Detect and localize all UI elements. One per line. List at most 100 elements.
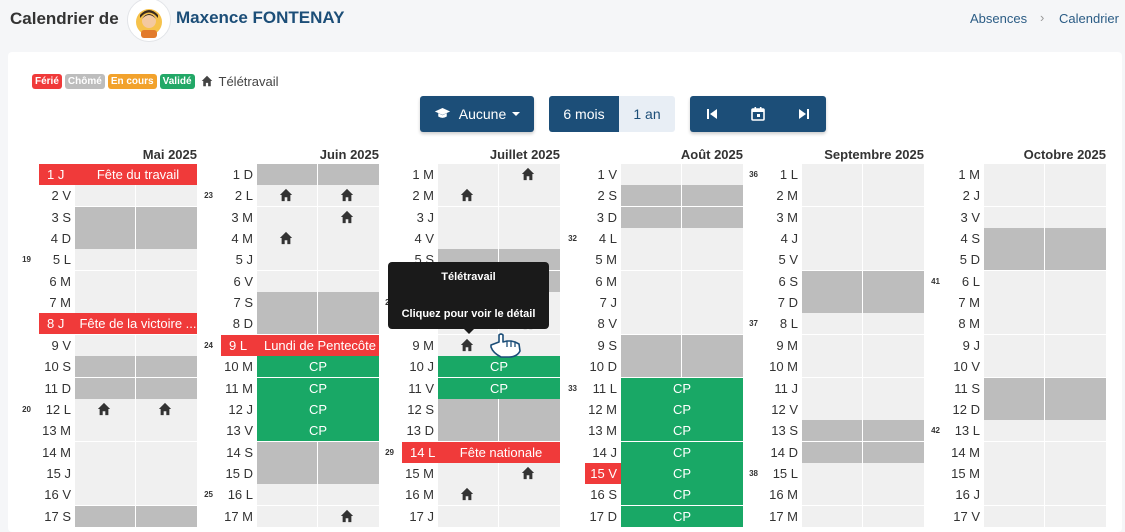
half-day-pm[interactable] xyxy=(136,292,197,313)
day-row[interactable]: 17 V xyxy=(948,506,1106,527)
half-day-am[interactable] xyxy=(984,313,1045,334)
half-day-am[interactable] xyxy=(984,249,1045,270)
half-day-pm[interactable] xyxy=(682,335,743,356)
day-row[interactable]: 9 J xyxy=(948,335,1106,356)
half-day-am[interactable] xyxy=(438,378,499,399)
day-row[interactable]: 24 9 L Lundi de Pentecôte xyxy=(204,335,379,356)
half-day-am[interactable] xyxy=(75,249,136,270)
home-icon[interactable] xyxy=(460,487,474,501)
half-day-am[interactable] xyxy=(621,249,682,270)
half-day-pm[interactable] xyxy=(1045,164,1106,185)
day-row[interactable]: 10 J CP xyxy=(402,356,560,377)
half-day-am[interactable] xyxy=(802,506,863,527)
half-day-pm[interactable] xyxy=(1045,207,1106,228)
half-day-am[interactable] xyxy=(984,164,1045,185)
day-row[interactable]: 6 S xyxy=(766,271,924,292)
half-day-am[interactable] xyxy=(802,313,863,334)
half-day-am[interactable] xyxy=(75,292,136,313)
day-row[interactable]: 3 M xyxy=(766,207,924,228)
half-day-pm[interactable] xyxy=(863,207,924,228)
half-day-pm[interactable] xyxy=(1045,335,1106,356)
half-day-pm[interactable] xyxy=(1045,292,1106,313)
half-day-am[interactable] xyxy=(257,356,318,377)
half-day-am[interactable] xyxy=(984,463,1045,484)
day-row[interactable]: 42 13 L xyxy=(931,420,1106,441)
half-day-am[interactable] xyxy=(621,442,682,463)
half-day-pm[interactable] xyxy=(136,356,197,377)
day-row[interactable]: 11 S xyxy=(948,378,1106,399)
day-row[interactable]: 5 J xyxy=(221,249,379,270)
day-row[interactable]: 7 S xyxy=(221,292,379,313)
home-icon[interactable] xyxy=(279,188,293,202)
holiday-band[interactable] xyxy=(39,164,197,185)
day-row[interactable]: 19 5 L xyxy=(22,249,197,270)
day-row[interactable]: 15 D xyxy=(221,463,379,484)
day-row[interactable]: 14 J CP xyxy=(585,442,743,463)
half-day-am[interactable] xyxy=(438,207,499,228)
half-day-pm[interactable] xyxy=(318,484,379,505)
half-day-am[interactable] xyxy=(257,442,318,463)
half-day-pm[interactable] xyxy=(318,228,379,249)
day-row[interactable]: 12 J CP xyxy=(221,399,379,420)
day-row[interactable]: 7 M xyxy=(39,292,197,313)
half-day-am[interactable] xyxy=(438,420,499,441)
first-button[interactable] xyxy=(707,109,717,119)
half-day-pm[interactable] xyxy=(136,185,197,206)
half-day-pm[interactable] xyxy=(1045,463,1106,484)
half-day-pm[interactable] xyxy=(136,484,197,505)
day-row[interactable]: 3 D xyxy=(585,207,743,228)
half-day-am[interactable] xyxy=(438,356,499,377)
half-day-pm[interactable] xyxy=(1045,442,1106,463)
half-day-pm[interactable] xyxy=(863,292,924,313)
half-day-am[interactable] xyxy=(984,484,1045,505)
day-row[interactable]: 16 J xyxy=(948,484,1106,505)
day-row[interactable]: 41 6 L xyxy=(931,271,1106,292)
half-day-am[interactable] xyxy=(802,356,863,377)
half-day-pm[interactable] xyxy=(318,313,379,334)
half-day-am[interactable] xyxy=(984,228,1045,249)
half-day-am[interactable] xyxy=(621,420,682,441)
half-day-pm[interactable] xyxy=(1045,249,1106,270)
half-day-pm[interactable] xyxy=(863,228,924,249)
half-day-pm[interactable] xyxy=(682,484,743,505)
half-day-pm[interactable] xyxy=(863,185,924,206)
day-row[interactable]: 12 V xyxy=(766,399,924,420)
day-row[interactable]: 3 S xyxy=(39,207,197,228)
breadcrumb-calendrier[interactable]: Calendrier xyxy=(1059,11,1119,26)
half-day-am[interactable] xyxy=(257,463,318,484)
half-day-am[interactable] xyxy=(257,249,318,270)
holiday-band[interactable] xyxy=(221,335,379,356)
half-day-pm[interactable] xyxy=(863,506,924,527)
half-day-pm[interactable] xyxy=(863,335,924,356)
home-icon[interactable] xyxy=(460,188,474,202)
half-day-pm[interactable] xyxy=(863,442,924,463)
half-day-am[interactable] xyxy=(984,506,1045,527)
half-day-pm[interactable] xyxy=(1045,185,1106,206)
day-row[interactable]: 15 J xyxy=(39,463,197,484)
today-button[interactable] xyxy=(751,107,765,121)
day-row[interactable]: 2 J xyxy=(948,185,1106,206)
day-row[interactable]: 10 M CP xyxy=(221,356,379,377)
half-day-pm[interactable] xyxy=(682,399,743,420)
half-day-pm[interactable] xyxy=(136,463,197,484)
half-day-am[interactable] xyxy=(75,506,136,527)
day-row[interactable]: 17 M xyxy=(221,506,379,527)
half-day-am[interactable] xyxy=(802,378,863,399)
half-day-pm[interactable] xyxy=(318,378,379,399)
half-day-pm[interactable] xyxy=(1045,356,1106,377)
half-day-pm[interactable] xyxy=(863,378,924,399)
half-day-pm[interactable] xyxy=(1045,484,1106,505)
day-row[interactable]: 17 D CP xyxy=(585,506,743,527)
half-day-am[interactable] xyxy=(621,335,682,356)
half-day-pm[interactable] xyxy=(136,506,197,527)
half-day-pm[interactable] xyxy=(863,271,924,292)
home-icon[interactable] xyxy=(279,231,293,245)
half-day-am[interactable] xyxy=(75,463,136,484)
day-row[interactable]: 5 D xyxy=(948,249,1106,270)
day-row[interactable]: 7 J xyxy=(585,292,743,313)
half-day-pm[interactable] xyxy=(136,228,197,249)
half-day-am[interactable] xyxy=(438,399,499,420)
half-day-pm[interactable] xyxy=(863,420,924,441)
half-day-am[interactable] xyxy=(984,335,1045,356)
holiday-band[interactable] xyxy=(39,313,197,334)
